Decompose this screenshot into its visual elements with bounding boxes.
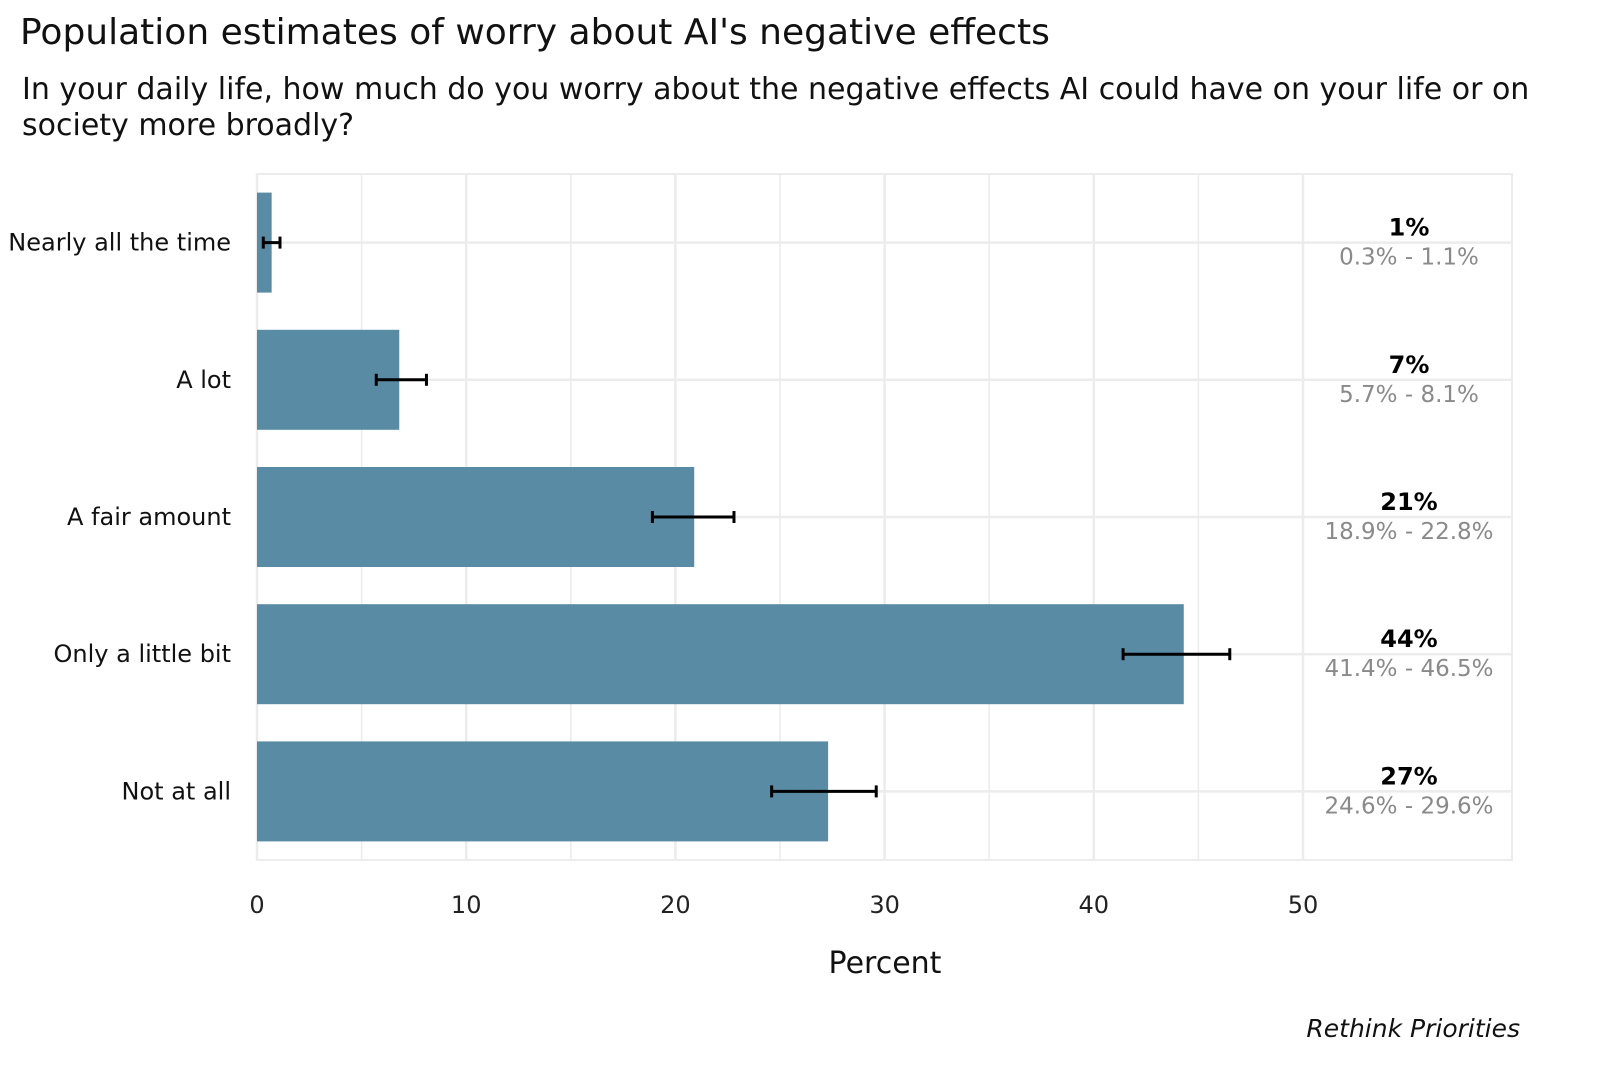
category-label: Nearly all the time	[8, 229, 231, 257]
value-label: 21%	[1380, 488, 1437, 516]
bar	[257, 467, 695, 567]
ci-label: 0.3% - 1.1%	[1339, 245, 1479, 271]
value-label: 27%	[1380, 762, 1437, 790]
category-label: Not at all	[122, 777, 231, 805]
x-axis-label: Percent	[829, 946, 942, 981]
error-bars	[261, 236, 1232, 798]
value-label: 7%	[1389, 351, 1430, 379]
x-tick-label: 50	[1288, 891, 1319, 919]
category-label: Only a little bit	[54, 640, 231, 668]
value-label: 44%	[1380, 625, 1437, 653]
x-ticks: 0 10 20 30 40 50	[249, 891, 1318, 919]
category-label: A lot	[176, 366, 231, 394]
category-labels: Nearly all the time A lot A fair amount Onl…	[8, 229, 231, 806]
x-tick-label: 30	[869, 891, 900, 919]
bar	[257, 741, 829, 842]
chart-subtitle: In your daily life, how much do you worr…	[22, 72, 1530, 143]
ci-label: 5.7% - 8.1%	[1339, 382, 1479, 408]
ci-label: 18.9% - 22.8%	[1324, 519, 1493, 545]
source-caption: Rethink Priorities	[1306, 1014, 1520, 1043]
x-tick-label: 20	[660, 891, 691, 919]
value-label: 1%	[1389, 214, 1430, 242]
value-annotations: 1% 0.3% - 1.1% 7% 5.7% - 8.1% 21% 18.9% - 22.…	[1324, 214, 1493, 820]
x-tick-label: 10	[451, 891, 482, 919]
ci-label: 41.4% - 46.5%	[1324, 656, 1493, 682]
x-tick-label: 0	[249, 891, 264, 919]
category-label: A fair amount	[67, 503, 231, 531]
ci-label: 24.6% - 29.6%	[1324, 793, 1493, 819]
x-tick-label: 40	[1079, 891, 1110, 919]
bar	[257, 604, 1184, 705]
chart-title: Population estimates of worry about AI's…	[20, 12, 1050, 53]
